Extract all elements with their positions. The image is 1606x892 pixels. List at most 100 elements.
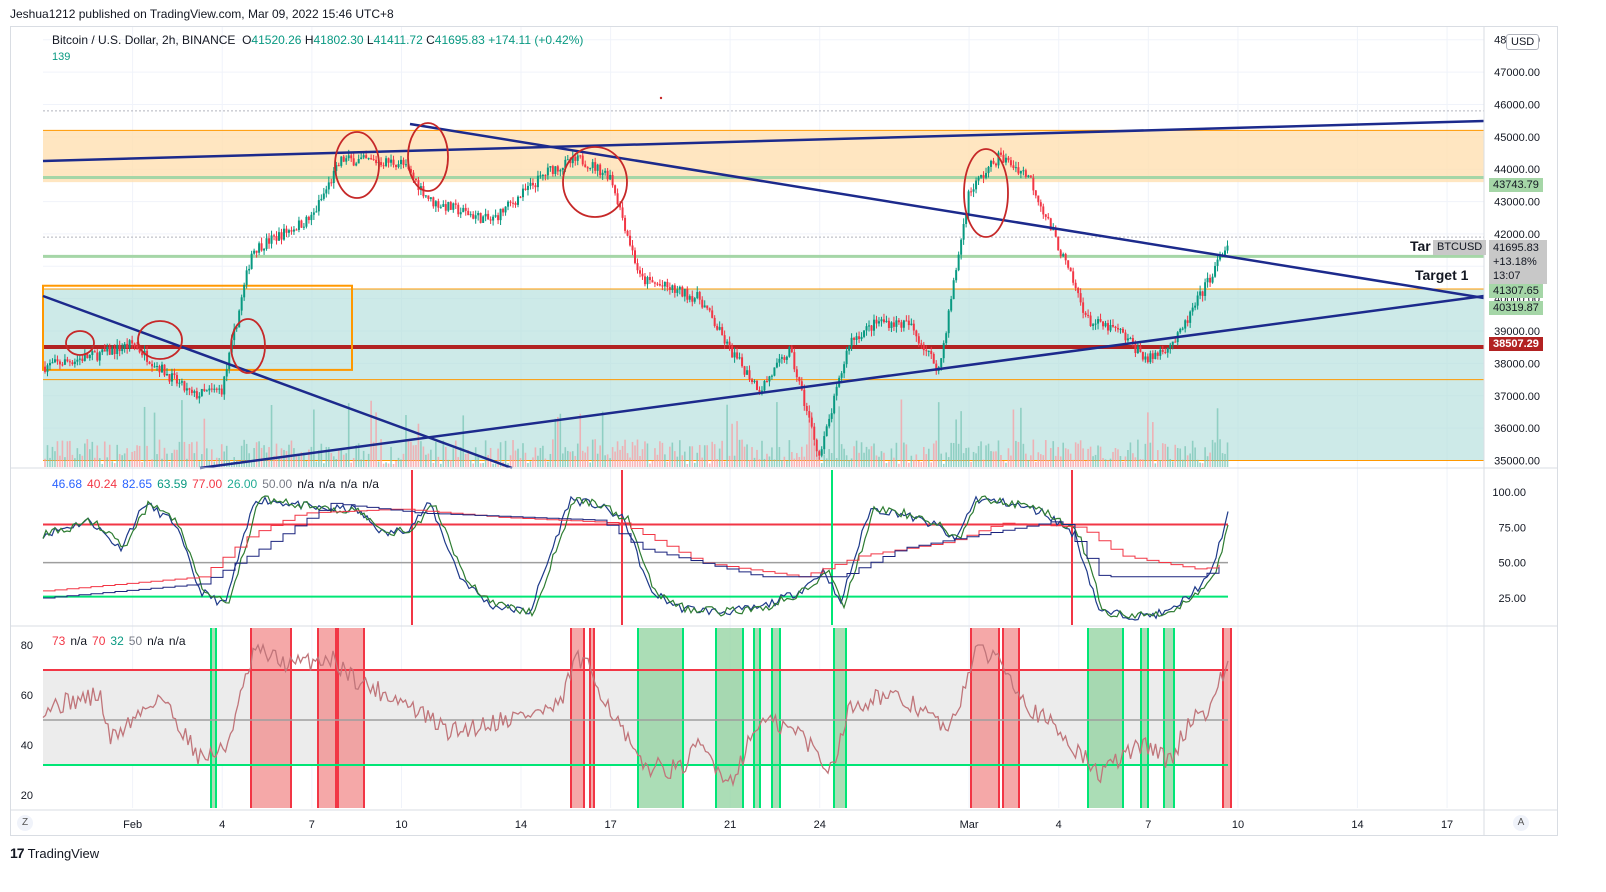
volume-bar [542, 445, 544, 467]
volume-bar [903, 442, 905, 467]
candle-body [1196, 295, 1199, 306]
candle-body [897, 320, 900, 323]
candle-body [198, 396, 201, 399]
candle-body [930, 350, 933, 355]
ind2-overbought-band [571, 628, 584, 808]
volume-bar [275, 443, 278, 467]
volume-bar [808, 419, 811, 467]
volume-bar [960, 411, 962, 467]
candle-body [1044, 214, 1047, 217]
candle-body [1116, 327, 1119, 330]
candle-body [492, 216, 495, 221]
candle-body [783, 357, 786, 360]
volume-bar [858, 452, 860, 467]
candle-body [693, 298, 696, 302]
candle-body [606, 170, 609, 180]
candle-body [1034, 190, 1037, 196]
volume-bar [664, 454, 666, 467]
candle-body [449, 202, 452, 210]
volume-bar [146, 445, 148, 467]
candle-body [457, 204, 460, 215]
candle-body [815, 439, 818, 452]
volume-bar [131, 451, 133, 467]
volume-bar [634, 445, 636, 467]
volume-bar [669, 446, 671, 467]
candle-body [1027, 175, 1030, 177]
candle-body [778, 358, 781, 363]
volume-bar [151, 459, 153, 467]
auto-scale-button[interactable]: A [1513, 815, 1529, 831]
candle-body [429, 197, 432, 199]
candle-body [1102, 321, 1105, 327]
drawings[interactable] [42, 96, 1485, 470]
volume-bar [435, 441, 437, 467]
footer-brand[interactable]: 17 TradingView [10, 845, 99, 861]
volume-bar [238, 462, 240, 467]
volume-bar [878, 456, 880, 467]
candle-body [952, 280, 955, 300]
volume-bar [1166, 446, 1169, 467]
volume-bar [1039, 454, 1042, 467]
volume-bar [741, 439, 743, 467]
candle-body [362, 155, 365, 158]
volume-bar [908, 462, 910, 467]
candle-body [300, 220, 303, 228]
volume-bar [693, 462, 696, 467]
candle-body [218, 388, 221, 390]
volume-bar [701, 457, 704, 467]
volume-bar [838, 406, 840, 467]
volume-bar [106, 457, 109, 467]
volume-bar [1030, 455, 1032, 467]
candle-body [1022, 170, 1025, 172]
volume-bar [156, 454, 158, 467]
candle-body [156, 366, 159, 368]
volume-bar [835, 458, 838, 467]
volume-bar [206, 448, 208, 467]
zoom-button[interactable]: Z [17, 815, 33, 831]
volume-bar [584, 452, 587, 467]
volume-bar [412, 445, 415, 467]
candle-body [922, 344, 925, 351]
ind1-legend-value: 46.68 [52, 477, 83, 491]
volume-bar [260, 447, 263, 467]
candle-body [975, 180, 978, 190]
volume-bar [743, 446, 746, 467]
pattern-circle [65, 330, 95, 356]
candle-body [994, 163, 997, 166]
candle-body [452, 203, 455, 210]
volume-bar [1184, 446, 1186, 467]
candle-body [544, 175, 547, 177]
candle-body [268, 238, 271, 244]
candle-body [255, 250, 258, 253]
volume-bar [355, 444, 357, 467]
volume-bar [196, 441, 198, 467]
volume-bar [340, 448, 343, 467]
candle-body [56, 359, 59, 362]
candle-body [98, 352, 101, 361]
volume-bar [845, 455, 848, 467]
volume-bar [1216, 408, 1219, 467]
currency-button[interactable]: USD [1506, 34, 1540, 50]
candle-body [1161, 349, 1164, 352]
candle-body [322, 193, 325, 199]
volume-bar [895, 442, 898, 467]
volume-bar [248, 453, 250, 467]
candle-body [990, 160, 993, 167]
candle-body [1224, 250, 1227, 257]
volume-bar [564, 447, 567, 467]
volume-bar [927, 448, 930, 467]
symbol-label[interactable]: Bitcoin / U.S. Dollar, 2h, BINANCE [52, 33, 236, 47]
candle-body [46, 365, 49, 372]
volume-bar [875, 455, 878, 467]
volume-bar [825, 458, 828, 467]
volume-bar [328, 447, 330, 467]
ind1-legend-value: 63.59 [157, 477, 188, 491]
candle-body [165, 374, 168, 376]
candle-body [63, 359, 66, 365]
volume-bar [454, 440, 457, 467]
candle-body [173, 373, 176, 376]
candle-body [763, 380, 766, 391]
candle-body [260, 243, 263, 251]
candle-body [355, 163, 358, 166]
